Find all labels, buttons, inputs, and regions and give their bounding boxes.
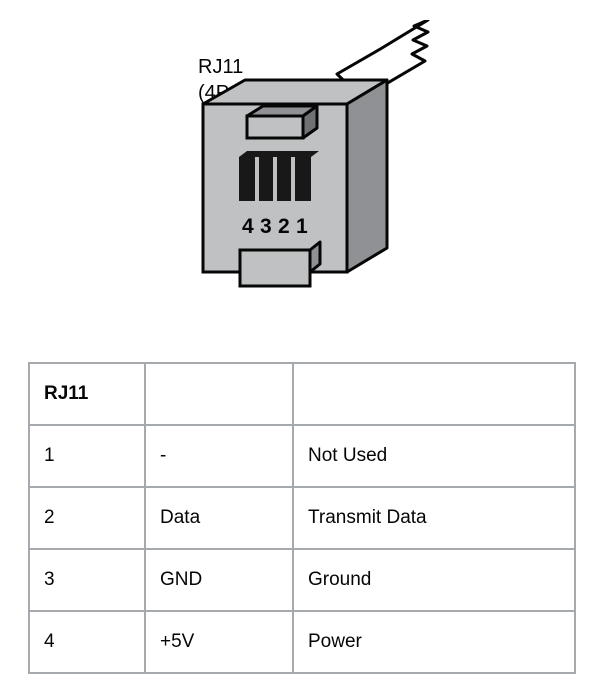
table-header-connector: RJ11 bbox=[29, 363, 145, 425]
pinout-table: RJ11 1 - Not Used 2 Data Transmit Data 3… bbox=[28, 362, 576, 674]
cell-pin: 2 bbox=[29, 487, 145, 549]
cell-name: +5V bbox=[145, 611, 293, 673]
plug-side bbox=[347, 80, 387, 272]
cell-name: GND bbox=[145, 549, 293, 611]
cell-desc: Transmit Data bbox=[293, 487, 575, 549]
cell-desc: Power bbox=[293, 611, 575, 673]
cell-desc: Ground bbox=[293, 549, 575, 611]
table-row: 1 - Not Used bbox=[29, 425, 575, 487]
cell-pin: 4 bbox=[29, 611, 145, 673]
cell-pin: 1 bbox=[29, 425, 145, 487]
table-header-row: RJ11 bbox=[29, 363, 575, 425]
table-row: 2 Data Transmit Data bbox=[29, 487, 575, 549]
plug-latch bbox=[240, 242, 320, 286]
top-opening bbox=[247, 106, 317, 138]
cell-name: - bbox=[145, 425, 293, 487]
cell-desc: Not Used bbox=[293, 425, 575, 487]
pin-digit-4: 4 bbox=[242, 215, 254, 238]
cell-pin: 3 bbox=[29, 549, 145, 611]
table-header-empty-2 bbox=[293, 363, 575, 425]
table-header-empty-1 bbox=[145, 363, 293, 425]
pin-digit-3: 3 bbox=[260, 215, 272, 238]
rj11-connector-svg: 4 3 2 1 bbox=[40, 20, 560, 340]
pin-digit-2: 2 bbox=[278, 215, 290, 238]
table-row: 3 GND Ground bbox=[29, 549, 575, 611]
rj11-connector-diagram: RJ11 (4P6C) bbox=[40, 20, 560, 340]
pin-digit-1: 1 bbox=[296, 215, 308, 238]
contact-pins-block bbox=[239, 151, 319, 201]
cell-name: Data bbox=[145, 487, 293, 549]
table-row: 4 +5V Power bbox=[29, 611, 575, 673]
